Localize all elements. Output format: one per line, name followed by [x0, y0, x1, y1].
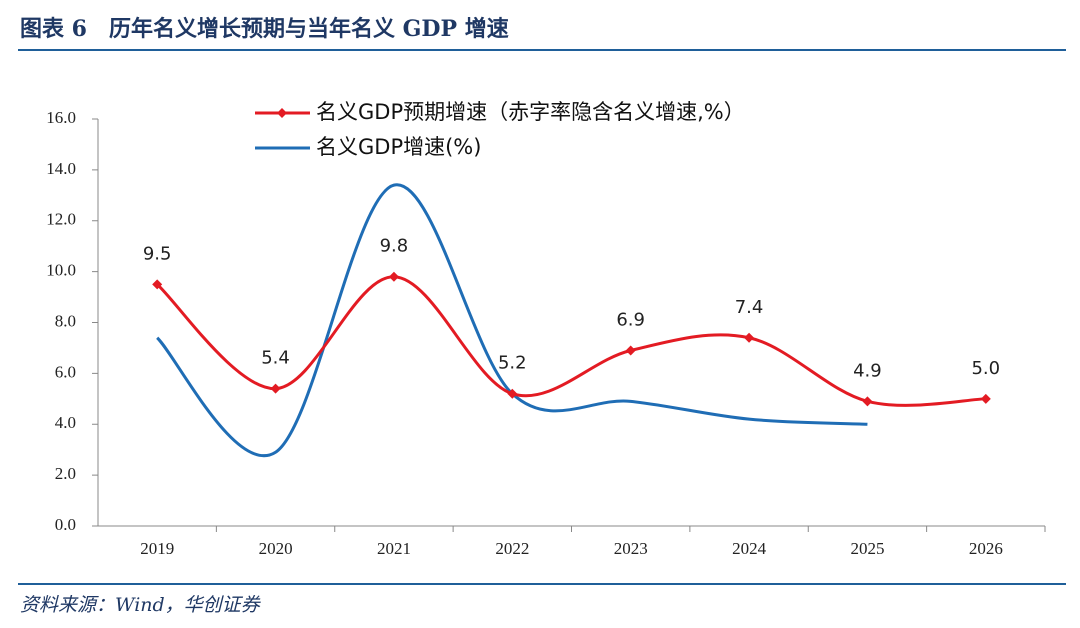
source: 资料来源：Wind，华创证券: [20, 594, 262, 616]
x-tick-label: 2026: [969, 539, 1003, 558]
marker: [744, 332, 755, 343]
x-tick-label: 2022: [495, 539, 529, 558]
data-label: 5.2: [498, 353, 527, 374]
legend-marker: [277, 108, 287, 118]
data-label: 9.8: [380, 236, 409, 257]
marker: [152, 279, 163, 290]
y-tick-label: 0.0: [55, 515, 76, 534]
chart-title: 图表 6 历年名义增长预期与当年名义 GDP 增速: [20, 16, 509, 42]
marker: [625, 345, 636, 356]
x-tick-label: 2023: [614, 539, 648, 558]
data-label: 9.5: [143, 243, 172, 264]
x-tick-label: 2025: [850, 539, 884, 558]
x-tick-label: 2019: [140, 539, 174, 558]
y-tick-label: 8.0: [55, 311, 76, 330]
marker: [270, 383, 281, 394]
x-tick-label: 2024: [732, 539, 767, 558]
data-label: 7.4: [735, 297, 764, 318]
marker: [388, 271, 399, 282]
marker: [862, 396, 873, 407]
data-label: 5.0: [971, 358, 1000, 379]
x-tick-label: 2021: [377, 539, 411, 558]
y-tick-label: 12.0: [46, 210, 76, 229]
series-line: [156, 183, 868, 457]
y-tick-label: 16.0: [46, 108, 76, 127]
y-tick-label: 2.0: [55, 464, 76, 483]
y-tick-label: 4.0: [55, 413, 76, 432]
series-line: [156, 275, 986, 407]
data-label: 4.9: [853, 360, 882, 381]
data-label: 5.4: [261, 348, 290, 369]
legend-label: 名义GDP预期增速（赤字率隐含名义增速,%）: [316, 100, 745, 124]
legend-label: 名义GDP增速(%): [316, 135, 481, 159]
marker: [507, 388, 518, 399]
x-tick-label: 2020: [259, 539, 293, 558]
data-label: 6.9: [616, 309, 645, 330]
marker: [980, 393, 991, 404]
y-tick-label: 6.0: [55, 362, 76, 381]
y-tick-label: 10.0: [46, 261, 76, 280]
y-tick-label: 14.0: [46, 159, 76, 178]
